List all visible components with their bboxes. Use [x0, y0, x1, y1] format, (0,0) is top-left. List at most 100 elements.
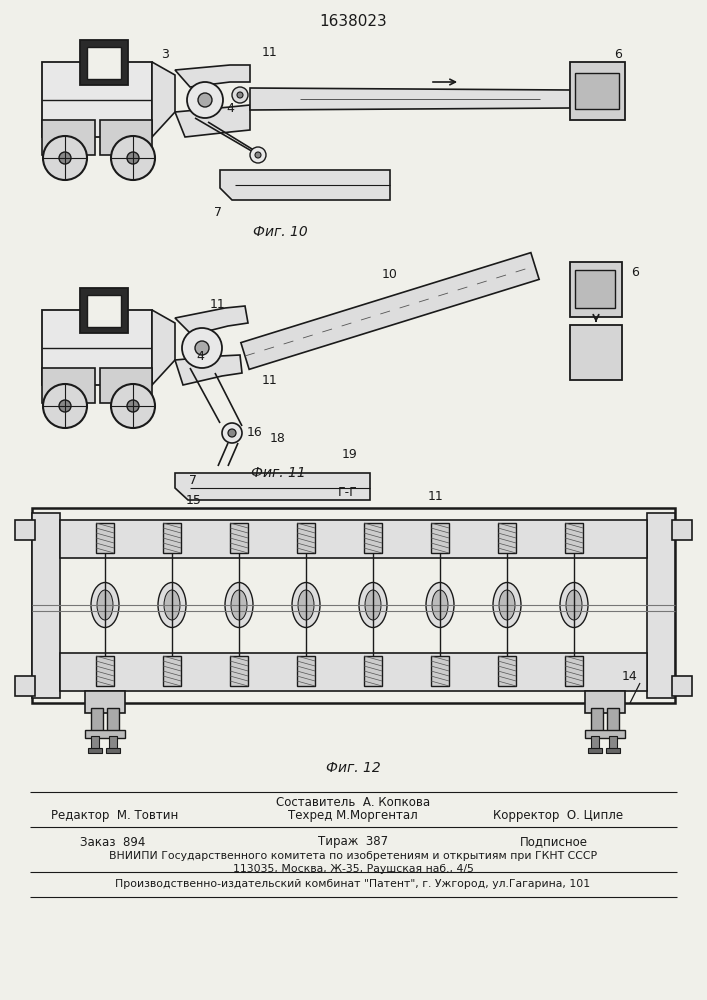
Bar	[585, 730, 625, 738]
Text: Фиг. 12: Фиг. 12	[326, 761, 380, 775]
Bar	[607, 708, 619, 733]
Text: 1638023: 1638023	[319, 14, 387, 29]
Bar	[85, 730, 125, 738]
Text: 113035, Москва, Ж-35, Раушская наб., 4/5: 113035, Москва, Ж-35, Раушская наб., 4/5	[233, 864, 474, 874]
Bar	[647, 513, 675, 698]
Text: 6: 6	[614, 48, 622, 62]
Ellipse shape	[91, 582, 119, 628]
Text: Тираж  387: Тираж 387	[318, 836, 388, 848]
Circle shape	[59, 400, 71, 412]
Bar	[87, 47, 121, 79]
Ellipse shape	[365, 590, 381, 620]
Bar	[606, 748, 620, 753]
Bar	[498, 523, 516, 553]
Text: 6: 6	[631, 265, 639, 278]
Polygon shape	[152, 62, 175, 137]
Circle shape	[59, 152, 71, 164]
Polygon shape	[175, 105, 250, 137]
Text: 3: 3	[161, 48, 169, 62]
Bar	[609, 736, 617, 751]
Ellipse shape	[298, 590, 314, 620]
Bar	[591, 736, 599, 751]
Polygon shape	[250, 88, 570, 110]
Bar	[107, 708, 119, 733]
Bar	[672, 520, 692, 540]
Polygon shape	[175, 65, 250, 87]
Bar	[431, 523, 449, 553]
Bar	[96, 523, 114, 553]
Bar	[163, 523, 181, 553]
Bar	[60, 520, 647, 558]
Bar	[85, 691, 125, 713]
Text: Фиг. 10: Фиг. 10	[252, 225, 308, 239]
Bar	[565, 656, 583, 686]
Polygon shape	[175, 355, 242, 385]
Ellipse shape	[359, 582, 387, 628]
Bar	[585, 691, 625, 713]
Ellipse shape	[560, 582, 588, 628]
Bar	[96, 656, 114, 686]
Bar	[230, 523, 248, 553]
Bar	[570, 325, 622, 380]
Ellipse shape	[231, 590, 247, 620]
Text: Заказ  894: Заказ 894	[80, 836, 146, 848]
Bar	[80, 288, 128, 333]
Bar	[672, 676, 692, 696]
Polygon shape	[100, 368, 152, 403]
Bar	[80, 40, 128, 85]
Text: 10: 10	[382, 268, 398, 282]
Bar	[42, 310, 152, 385]
Circle shape	[111, 136, 155, 180]
Circle shape	[43, 384, 87, 428]
Bar	[15, 520, 35, 540]
Ellipse shape	[499, 590, 515, 620]
Bar	[570, 262, 622, 317]
Text: 7: 7	[214, 206, 222, 219]
Text: 4: 4	[196, 350, 204, 362]
Bar	[431, 656, 449, 686]
Bar	[32, 513, 60, 698]
Bar	[60, 653, 647, 691]
Text: Производственно-издательский комбинат "Патент", г. Ужгород, ул.Гагарина, 101: Производственно-издательский комбинат "П…	[115, 879, 590, 889]
Bar	[364, 523, 382, 553]
Ellipse shape	[292, 582, 320, 628]
Polygon shape	[42, 368, 95, 403]
Bar	[106, 748, 120, 753]
Ellipse shape	[493, 582, 521, 628]
Polygon shape	[42, 120, 95, 155]
Bar	[88, 748, 102, 753]
Bar	[297, 656, 315, 686]
Text: 7: 7	[189, 474, 197, 487]
Circle shape	[43, 136, 87, 180]
Ellipse shape	[225, 582, 253, 628]
Text: Техред М.Моргентал: Техред М.Моргентал	[288, 810, 418, 822]
Ellipse shape	[158, 582, 186, 628]
Circle shape	[232, 87, 248, 103]
Polygon shape	[100, 120, 152, 155]
Bar	[297, 523, 315, 553]
Bar	[575, 270, 615, 308]
Polygon shape	[220, 170, 390, 200]
Bar	[91, 736, 99, 751]
Circle shape	[237, 92, 243, 98]
Circle shape	[255, 152, 261, 158]
Bar	[565, 523, 583, 553]
Text: 11: 11	[262, 45, 278, 58]
Circle shape	[198, 93, 212, 107]
Polygon shape	[152, 310, 175, 385]
Polygon shape	[175, 473, 370, 500]
Bar	[15, 676, 35, 696]
Bar	[364, 656, 382, 686]
Bar	[591, 708, 603, 733]
Text: ВНИИПИ Государственного комитета по изобретениям и открытиям при ГКНТ СССР: ВНИИПИ Государственного комитета по изоб…	[109, 851, 597, 861]
Text: 11: 11	[210, 298, 226, 312]
Bar	[498, 656, 516, 686]
Ellipse shape	[566, 590, 582, 620]
Bar	[32, 508, 675, 703]
Text: 4: 4	[226, 102, 234, 114]
Circle shape	[127, 152, 139, 164]
Circle shape	[222, 423, 242, 443]
Bar	[588, 748, 602, 753]
Circle shape	[111, 384, 155, 428]
Text: 11: 11	[262, 374, 278, 387]
